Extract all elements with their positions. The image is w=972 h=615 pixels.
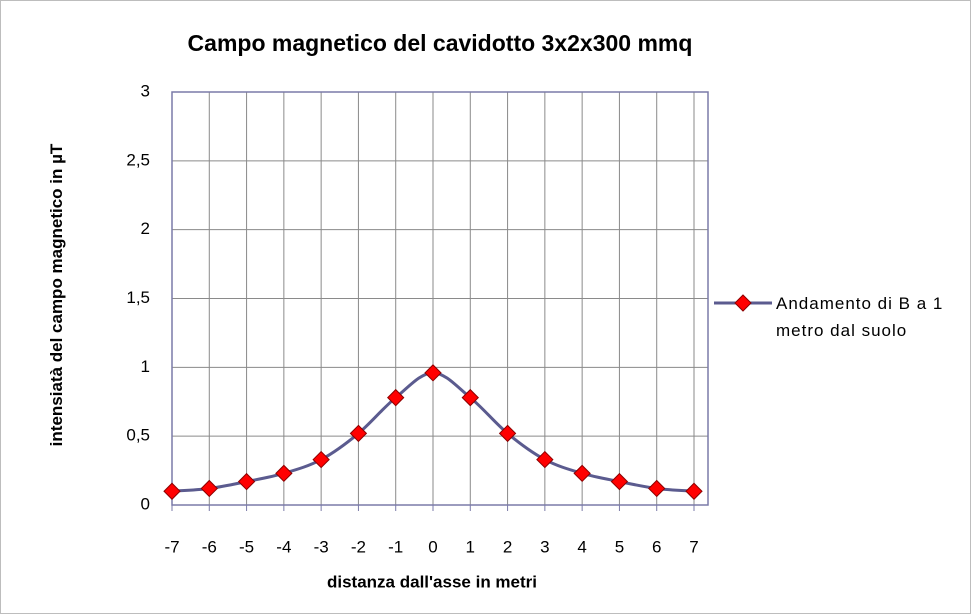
data-marker: [424, 364, 442, 382]
x-tick-label: -1: [388, 537, 403, 556]
data-marker: [163, 482, 181, 500]
x-tick-label: 5: [615, 537, 624, 556]
data-marker: [685, 482, 703, 500]
data-marker: [349, 424, 368, 443]
x-tick-label: 6: [652, 537, 661, 556]
x-tick-label: 1: [466, 537, 475, 556]
data-marker: [237, 472, 256, 491]
data-marker: [536, 450, 554, 469]
y-tick-label: 0: [141, 494, 150, 513]
data-marker: [200, 479, 218, 498]
data-marker: [498, 424, 517, 443]
legend-marker: [734, 294, 752, 312]
y-tick-label: 1,5: [126, 288, 150, 307]
chart-title: Campo magnetico del cavidotto 3x2x300 mm…: [188, 30, 693, 56]
x-tick-label: -2: [351, 537, 366, 556]
x-axis-label: distanza dall'asse in metri: [327, 572, 537, 591]
y-tick-label: 2: [141, 219, 150, 238]
x-tick-label: -7: [164, 537, 179, 556]
plot-border: [171, 91, 709, 506]
x-tick-label: 4: [577, 537, 586, 556]
x-tick-label: -4: [276, 537, 291, 556]
legend-label: Andamento di B a 1 metro dal suolo: [776, 294, 944, 340]
data-marker: [312, 450, 330, 469]
data-marker: [648, 479, 666, 498]
data-marker: [387, 388, 405, 407]
x-tick-label: 2: [503, 537, 512, 556]
data-marker: [275, 464, 293, 483]
y-tick-label: 2,5: [126, 150, 150, 169]
data-marker: [461, 388, 479, 407]
data-marker: [573, 464, 591, 483]
data-marker: [610, 472, 629, 491]
y-axis-label: intensiatà del campo magnetico in µT: [47, 143, 66, 447]
y-tick-label: 3: [141, 81, 150, 100]
x-tick-label: 7: [689, 537, 698, 556]
y-tick-label: 0,5: [126, 426, 150, 445]
x-tick-label: -5: [239, 537, 254, 556]
y-tick-label: 1: [141, 357, 150, 376]
x-tick-label: 3: [540, 537, 549, 556]
x-tick-label: -6: [202, 537, 217, 556]
x-tick-label: -3: [314, 537, 329, 556]
x-tick-label: 0: [428, 537, 437, 556]
